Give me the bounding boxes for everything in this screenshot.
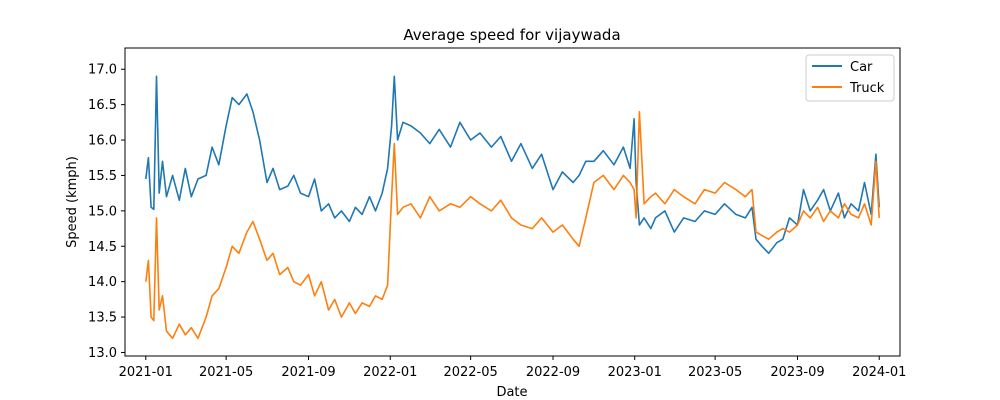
y-tick-label: 13.0 xyxy=(88,346,117,361)
y-tick-label: 17.0 xyxy=(88,63,117,78)
y-tick-label: 16.0 xyxy=(88,134,117,149)
x-tick-label: 2023-01 xyxy=(608,365,662,380)
y-tick-label: 16.5 xyxy=(88,98,117,113)
x-tick-label: 2021-01 xyxy=(119,365,173,380)
series-line-truck xyxy=(145,110,880,340)
x-tick-label: 2021-05 xyxy=(199,365,253,380)
chart-title: Average speed for vijaywada xyxy=(403,26,620,44)
x-tick-label: 2021-09 xyxy=(281,365,335,380)
y-axis-label: Speed (kmph) xyxy=(65,156,80,248)
x-tick-label: 2023-09 xyxy=(770,365,824,380)
series-line-car xyxy=(145,75,880,255)
legend: Car Truck xyxy=(805,54,895,102)
x-tick-label: 2022-05 xyxy=(443,365,497,380)
x-tick-label: 2022-01 xyxy=(363,365,417,380)
x-tick-label: 2023-05 xyxy=(688,365,742,380)
x-axis: 2021-01 2021-05 2021-09 2022-01 2022-05 2022-… xyxy=(119,356,906,380)
y-tick-label: 15.0 xyxy=(88,204,117,219)
plot-frame xyxy=(124,47,901,357)
legend-label-truck: Truck xyxy=(849,81,885,96)
y-tick-label: 15.5 xyxy=(88,169,117,184)
y-tick-label: 14.5 xyxy=(88,240,117,255)
y-tick-label: 14.0 xyxy=(88,275,117,290)
x-axis-label: Date xyxy=(496,385,527,400)
x-tick-label: 2024-01 xyxy=(852,365,906,380)
x-tick-label: 2022-09 xyxy=(526,365,580,380)
legend-label-car: Car xyxy=(850,60,873,75)
series-layer xyxy=(145,75,880,340)
y-tick-label: 13.5 xyxy=(88,311,117,326)
y-axis: 13.0 13.5 14.0 14.5 15.0 15.5 16.0 16.5 17.0 xyxy=(88,63,125,361)
